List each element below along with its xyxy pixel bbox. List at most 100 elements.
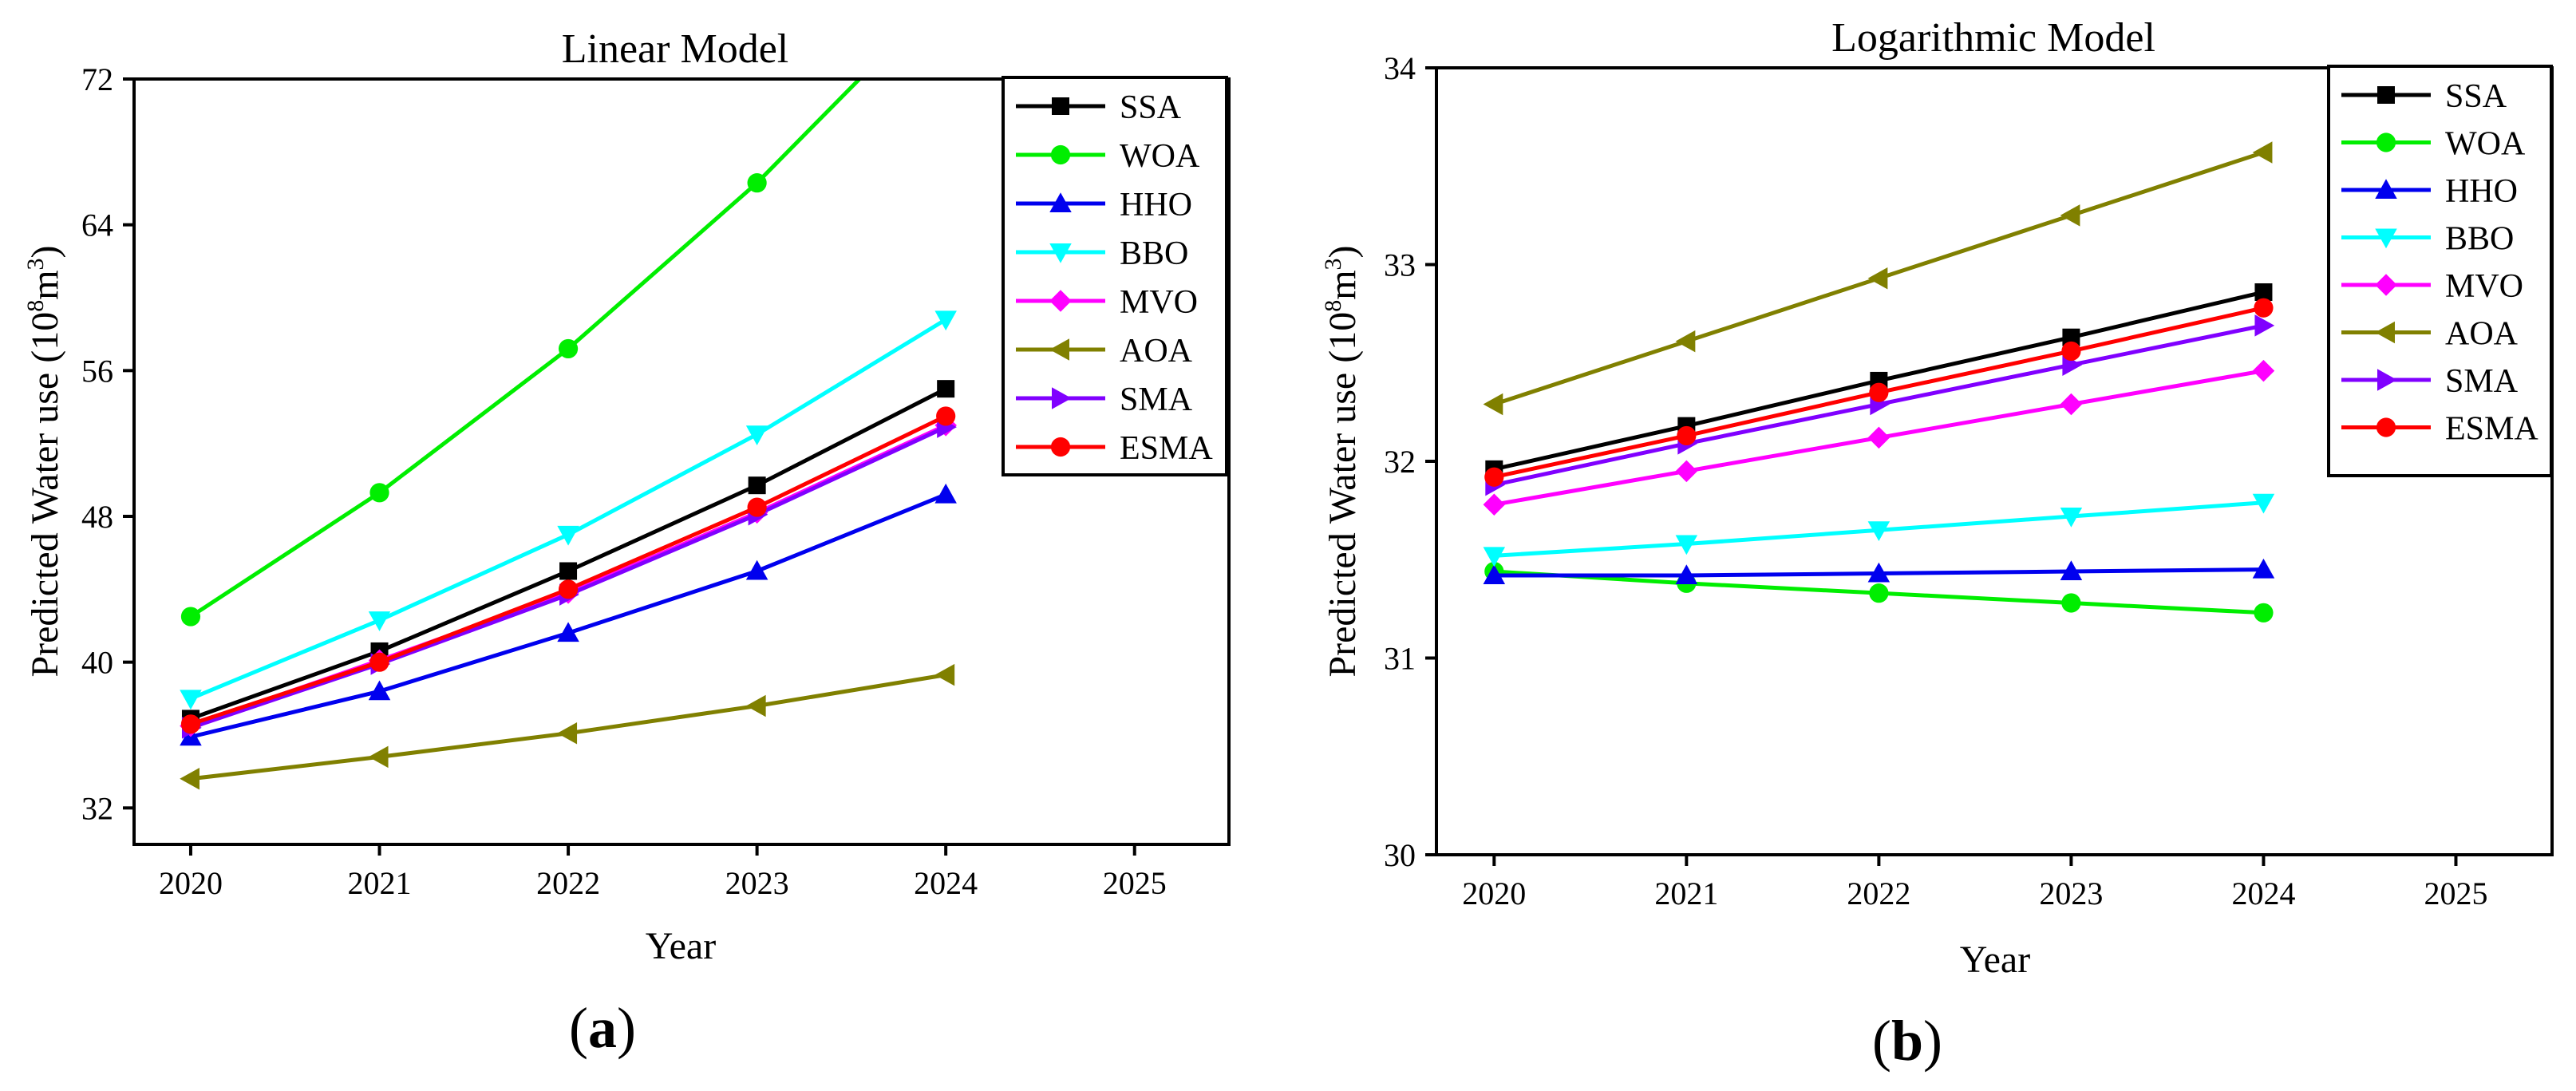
x-tick-label: 2023	[2039, 876, 2103, 911]
x-tick-label: 2024	[2231, 876, 2295, 911]
data-point	[1675, 535, 1698, 555]
series-sma	[1485, 314, 2275, 496]
data-point	[1675, 564, 1698, 584]
data-point	[559, 562, 578, 580]
data-point	[369, 652, 389, 672]
data-point	[1484, 467, 1504, 487]
x-tick-label: 2022	[1847, 876, 1910, 911]
data-point	[1867, 521, 1891, 542]
y-tick-label: 32	[1384, 444, 1416, 480]
data-point	[2252, 558, 2275, 579]
data-point	[369, 483, 389, 503]
data-point	[368, 745, 389, 769]
legend-item: AOA	[2341, 316, 2519, 353]
legend-item: BBO	[1016, 235, 1188, 272]
series-bbo	[1483, 493, 2275, 567]
chart-panel-logarithmic: Logarithmic Model 2020 2021 2022 2023 2024 20…	[1320, 15, 2554, 1073]
data-point	[1675, 330, 1696, 353]
data-point	[180, 607, 201, 627]
y-tick-label: 56	[81, 353, 113, 389]
data-point	[1867, 267, 1888, 290]
data-point	[2252, 141, 2273, 164]
data-point	[2060, 393, 2083, 416]
series-hho	[180, 483, 957, 746]
legend-item: SSA	[2341, 78, 2507, 115]
y-axis-label-sup2: 3	[22, 258, 49, 270]
y-axis-label-mid: m	[24, 270, 66, 299]
x-axis-label: Year	[646, 925, 716, 967]
x-tick-label: 2023	[725, 865, 789, 901]
y-tick-label: 72	[81, 61, 113, 97]
legend-item: BBO	[2341, 221, 2514, 258]
legend-marker	[2376, 417, 2396, 437]
panel-letter: b	[1891, 1009, 1923, 1073]
series-line	[190, 386, 947, 721]
data-point	[2062, 328, 2080, 346]
x-tick-label: 2025	[2424, 876, 2487, 911]
series-mvo	[1483, 359, 2275, 516]
series-aoa	[180, 663, 955, 790]
data-point	[368, 680, 391, 701]
panel-label: (a)	[569, 996, 636, 1060]
panel-letter: a	[588, 996, 617, 1060]
data-point	[1483, 547, 1506, 567]
legend-box	[1002, 76, 1228, 476]
y-axis-label-sup1: 8	[1320, 300, 1346, 312]
data-point	[2254, 603, 2274, 623]
y-axis-label-sup2: 3	[1320, 258, 1346, 270]
legend-label: SMA	[1120, 381, 1193, 418]
legend-label: MVO	[2445, 268, 2523, 305]
y-tick-label: 64	[81, 208, 113, 243]
data-point	[1675, 460, 1698, 483]
data-point	[2254, 283, 2273, 302]
data-point	[1867, 426, 1891, 449]
data-point	[745, 694, 766, 717]
data-point	[558, 338, 579, 359]
data-point	[745, 559, 768, 580]
legend-marker	[1050, 144, 1071, 165]
data-point	[180, 768, 200, 790]
data-point	[557, 721, 578, 745]
legend-item: AOA	[1016, 333, 1193, 370]
legend-item: SMA	[2341, 363, 2519, 400]
data-point	[745, 425, 768, 445]
legend-label: AOA	[2445, 316, 2519, 353]
legend-label: MVO	[1120, 284, 1198, 321]
series-ssa	[181, 380, 955, 728]
data-point	[2254, 298, 2274, 318]
legend-item: SMA	[1016, 381, 1193, 418]
chart-title: Logarithmic Model	[1831, 15, 2155, 61]
data-point	[1869, 583, 1889, 603]
y-axis-label-mid: m	[1322, 270, 1364, 299]
legend-marker	[2376, 132, 2396, 152]
data-point	[2254, 314, 2275, 337]
panel-label: (b)	[1872, 1009, 1942, 1073]
legend-marker	[2375, 321, 2395, 344]
data-point	[1483, 393, 1503, 416]
data-point	[1483, 493, 1506, 516]
data-point	[558, 579, 579, 599]
y-tick-label: 32	[81, 790, 113, 826]
legend-label: WOA	[1120, 138, 1200, 175]
data-point	[2252, 493, 2275, 514]
data-point	[936, 0, 955, 2]
legend-marker	[1050, 437, 1071, 457]
legend-label: HHO	[2445, 173, 2518, 210]
y-tick-label: 30	[1384, 837, 1416, 873]
data-point	[1867, 562, 1891, 583]
y-axis-label: Predicted Water use (108m3)	[22, 245, 66, 677]
x-tick-label: 2021	[348, 865, 412, 901]
y-axis-label-main: Predicted Water use (10	[1322, 312, 1364, 678]
legend-label: WOA	[2445, 126, 2526, 163]
series-esma	[180, 406, 956, 734]
legend-item: HHO	[1016, 187, 1192, 223]
data-point	[2060, 560, 2083, 581]
y-tick-label: 48	[81, 499, 113, 535]
y-tick-label: 40	[81, 645, 113, 681]
data-point	[2252, 359, 2275, 382]
legend-item: MVO	[1016, 284, 1198, 321]
data-point	[1869, 382, 1889, 402]
legend-marker	[1049, 243, 1072, 263]
series-woa	[1484, 561, 2274, 623]
data-point	[748, 476, 766, 495]
